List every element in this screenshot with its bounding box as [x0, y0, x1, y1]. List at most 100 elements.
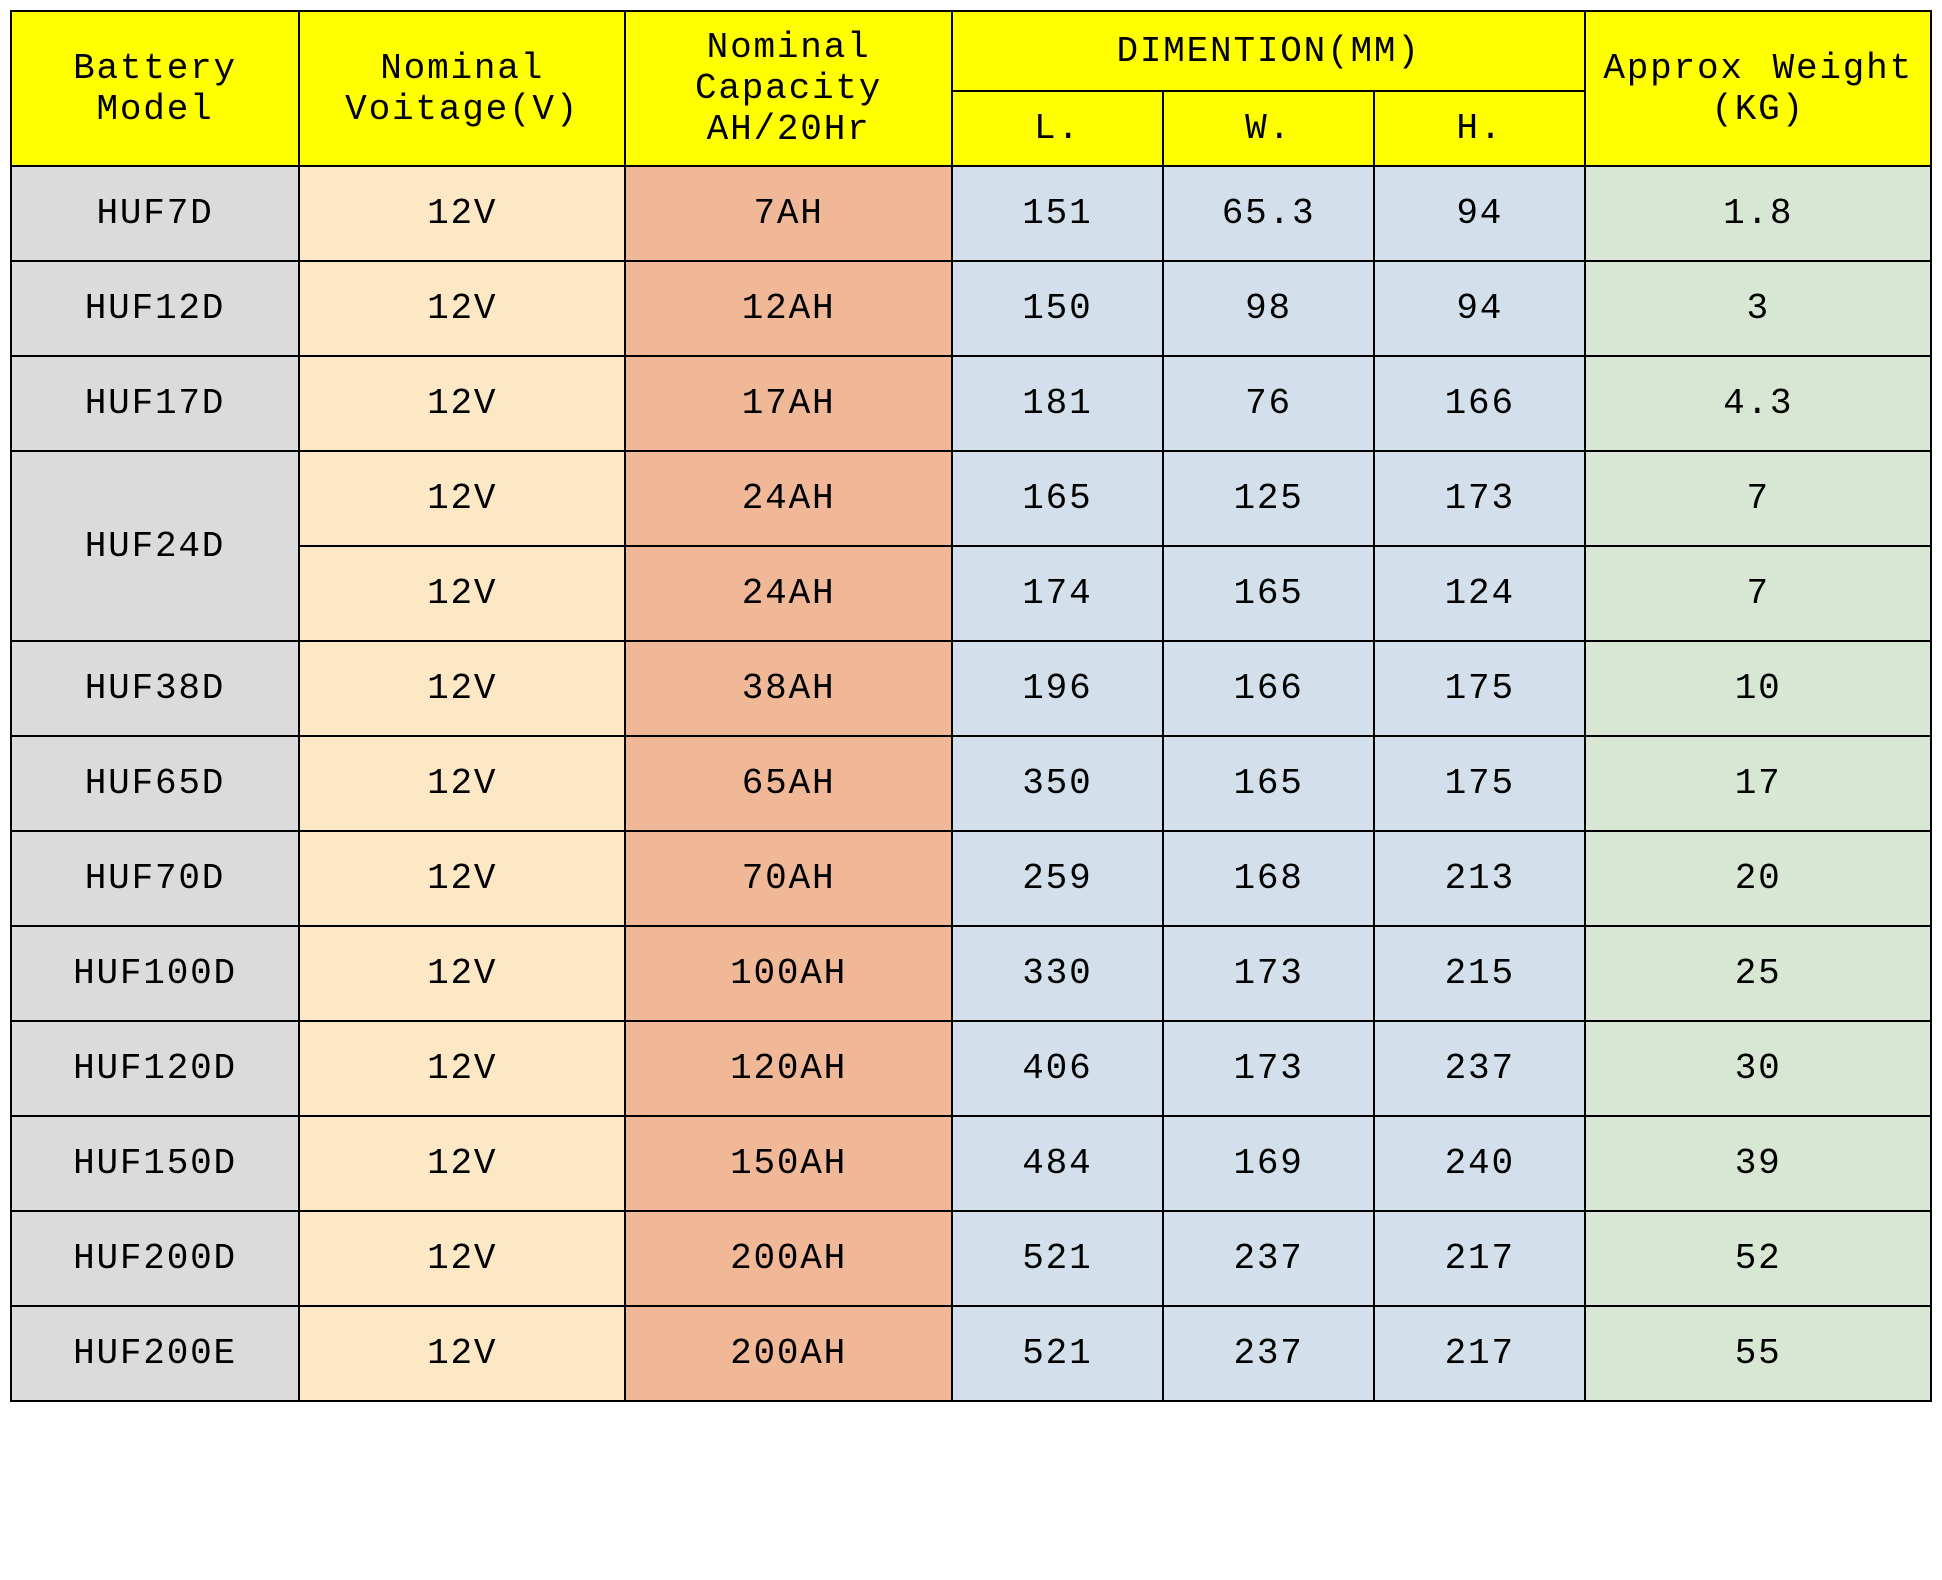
cell-weight: 1.8	[1585, 166, 1931, 261]
cell-voltage: 12V	[299, 451, 625, 546]
cell-dim-l: 521	[952, 1211, 1163, 1306]
cell-weight: 30	[1585, 1021, 1931, 1116]
cell-voltage: 12V	[299, 166, 625, 261]
cell-dim-l: 330	[952, 926, 1163, 1021]
cell-dim-h: 94	[1374, 166, 1585, 261]
cell-weight: 20	[1585, 831, 1931, 926]
cell-capacity: 7AH	[625, 166, 951, 261]
header-weight: Approx Weight (KG)	[1585, 11, 1931, 166]
cell-dim-w: 65.3	[1163, 166, 1374, 261]
cell-dim-w: 76	[1163, 356, 1374, 451]
cell-voltage: 12V	[299, 1306, 625, 1401]
cell-capacity: 12AH	[625, 261, 951, 356]
table-row: HUF65D12V65AH35016517517	[11, 736, 1931, 831]
cell-dim-h: 215	[1374, 926, 1585, 1021]
cell-dim-h: 173	[1374, 451, 1585, 546]
cell-voltage: 12V	[299, 356, 625, 451]
cell-dim-h: 175	[1374, 641, 1585, 736]
cell-weight: 10	[1585, 641, 1931, 736]
cell-dim-l: 150	[952, 261, 1163, 356]
cell-capacity: 24AH	[625, 546, 951, 641]
cell-weight: 52	[1585, 1211, 1931, 1306]
cell-voltage: 12V	[299, 1211, 625, 1306]
cell-dim-w: 166	[1163, 641, 1374, 736]
cell-dim-w: 165	[1163, 736, 1374, 831]
table-row: HUF7D12V7AH15165.3941.8	[11, 166, 1931, 261]
cell-voltage: 12V	[299, 1116, 625, 1211]
cell-dim-w: 237	[1163, 1306, 1374, 1401]
cell-model: HUF120D	[11, 1021, 299, 1116]
cell-voltage: 12V	[299, 736, 625, 831]
cell-model: HUF70D	[11, 831, 299, 926]
header-dimension-group: DIMENTION(MM)	[952, 11, 1586, 91]
cell-capacity: 200AH	[625, 1306, 951, 1401]
cell-weight: 25	[1585, 926, 1931, 1021]
cell-model: HUF12D	[11, 261, 299, 356]
cell-weight: 17	[1585, 736, 1931, 831]
cell-capacity: 70AH	[625, 831, 951, 926]
cell-model: HUF17D	[11, 356, 299, 451]
header-voltage: Nominal Voitage(V)	[299, 11, 625, 166]
cell-capacity: 38AH	[625, 641, 951, 736]
cell-dim-l: 350	[952, 736, 1163, 831]
table-row: HUF120D12V120AH40617323730	[11, 1021, 1931, 1116]
cell-capacity: 200AH	[625, 1211, 951, 1306]
cell-dim-h: 237	[1374, 1021, 1585, 1116]
cell-model: HUF100D	[11, 926, 299, 1021]
cell-model: HUF7D	[11, 166, 299, 261]
table-row: 12V24AH1741651247	[11, 546, 1931, 641]
cell-capacity: 17AH	[625, 356, 951, 451]
cell-weight: 55	[1585, 1306, 1931, 1401]
cell-voltage: 12V	[299, 546, 625, 641]
cell-voltage: 12V	[299, 1021, 625, 1116]
table-row: HUF70D12V70AH25916821320	[11, 831, 1931, 926]
cell-model: HUF38D	[11, 641, 299, 736]
cell-capacity: 150AH	[625, 1116, 951, 1211]
cell-dim-w: 237	[1163, 1211, 1374, 1306]
cell-model: HUF24D	[11, 451, 299, 641]
cell-dim-h: 217	[1374, 1306, 1585, 1401]
table-row: HUF12D12V12AH15098943	[11, 261, 1931, 356]
cell-dim-l: 181	[952, 356, 1163, 451]
header-dim-h: H.	[1374, 91, 1585, 166]
cell-capacity: 100AH	[625, 926, 951, 1021]
cell-weight: 7	[1585, 451, 1931, 546]
cell-dim-l: 521	[952, 1306, 1163, 1401]
cell-dim-w: 168	[1163, 831, 1374, 926]
cell-capacity: 24AH	[625, 451, 951, 546]
cell-dim-l: 151	[952, 166, 1163, 261]
cell-dim-h: 217	[1374, 1211, 1585, 1306]
header-model: Battery Model	[11, 11, 299, 166]
cell-voltage: 12V	[299, 831, 625, 926]
cell-dim-w: 125	[1163, 451, 1374, 546]
header-dim-l: L.	[952, 91, 1163, 166]
cell-dim-w: 98	[1163, 261, 1374, 356]
cell-dim-w: 165	[1163, 546, 1374, 641]
table-row: HUF200D12V200AH52123721752	[11, 1211, 1931, 1306]
cell-voltage: 12V	[299, 261, 625, 356]
cell-dim-l: 259	[952, 831, 1163, 926]
table-row: HUF100D12V100AH33017321525	[11, 926, 1931, 1021]
cell-model: HUF65D	[11, 736, 299, 831]
cell-voltage: 12V	[299, 926, 625, 1021]
cell-weight: 39	[1585, 1116, 1931, 1211]
cell-dim-h: 124	[1374, 546, 1585, 641]
cell-dim-w: 173	[1163, 926, 1374, 1021]
cell-dim-h: 94	[1374, 261, 1585, 356]
header-capacity: Nominal Capacity AH/20Hr	[625, 11, 951, 166]
battery-spec-table: Battery Model Nominal Voitage(V) Nominal…	[10, 10, 1932, 1402]
cell-dim-l: 406	[952, 1021, 1163, 1116]
cell-dim-w: 173	[1163, 1021, 1374, 1116]
table-row: HUF38D12V38AH19616617510	[11, 641, 1931, 736]
cell-dim-h: 213	[1374, 831, 1585, 926]
cell-dim-h: 175	[1374, 736, 1585, 831]
cell-model: HUF150D	[11, 1116, 299, 1211]
table-row: HUF150D12V150AH48416924039	[11, 1116, 1931, 1211]
cell-capacity: 120AH	[625, 1021, 951, 1116]
table-row: HUF17D12V17AH181761664.3	[11, 356, 1931, 451]
cell-weight: 3	[1585, 261, 1931, 356]
cell-dim-l: 165	[952, 451, 1163, 546]
table-row: HUF24D12V24AH1651251737	[11, 451, 1931, 546]
cell-voltage: 12V	[299, 641, 625, 736]
header-dim-w: W.	[1163, 91, 1374, 166]
